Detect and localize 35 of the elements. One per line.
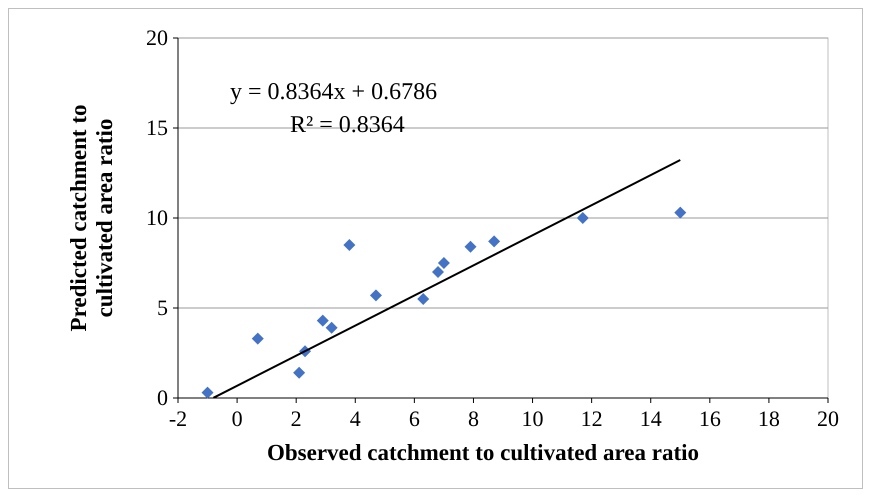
y-tick-label: 20 bbox=[146, 25, 168, 50]
y-tick-label: 10 bbox=[146, 205, 168, 230]
y-tick-label: 15 bbox=[146, 115, 168, 140]
y-tick-label: 5 bbox=[157, 295, 168, 320]
x-tick-label: 20 bbox=[817, 406, 839, 431]
point bbox=[252, 332, 264, 345]
point bbox=[576, 212, 589, 224]
x-tick-label: 14 bbox=[640, 406, 662, 431]
x-tick-label: 10 bbox=[522, 406, 544, 431]
annotation: R² = 0.8364 bbox=[290, 112, 405, 138]
x-axis-title: Observed catchment to cultivated area ratio bbox=[266, 440, 700, 465]
point bbox=[326, 322, 338, 334]
point bbox=[674, 206, 686, 219]
point bbox=[488, 235, 500, 248]
point bbox=[343, 239, 356, 251]
point bbox=[370, 289, 382, 302]
point bbox=[316, 314, 329, 327]
x-tick-label: 18 bbox=[758, 406, 780, 431]
x-tick-label: 6 bbox=[408, 406, 420, 431]
y-tick-label: 0 bbox=[157, 385, 168, 410]
x-tick-label: -2 bbox=[168, 406, 188, 431]
y-axis-title: Predicted catchment to cultivated area ratio bbox=[66, 104, 117, 332]
annotation: y = 0.8364x + 0.6786 bbox=[230, 79, 438, 105]
point bbox=[438, 257, 450, 269]
point bbox=[202, 386, 214, 399]
x-tick-label: 8 bbox=[468, 406, 479, 431]
point bbox=[464, 240, 476, 253]
x-tick-label: 2 bbox=[290, 406, 302, 431]
x-tick-label: 12 bbox=[580, 406, 603, 431]
point bbox=[432, 266, 444, 278]
x-tick-label: 16 bbox=[698, 406, 721, 431]
point bbox=[293, 366, 306, 379]
x-tick-label: 0 bbox=[232, 406, 243, 431]
point bbox=[417, 293, 430, 305]
x-tick-label: 4 bbox=[350, 406, 361, 431]
